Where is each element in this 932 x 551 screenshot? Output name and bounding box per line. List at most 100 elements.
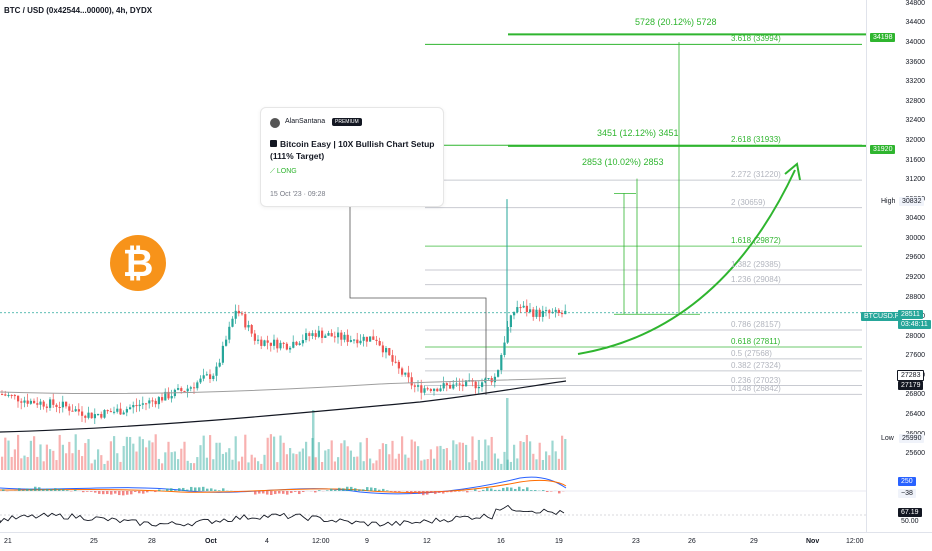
- indicator-histogram-bar: [490, 488, 493, 491]
- indicator-histogram-bar: [346, 487, 349, 491]
- volume-bar: [215, 443, 217, 470]
- volume-bar: [475, 460, 477, 470]
- indicator-histogram-bar: [134, 491, 137, 492]
- candle-body: [151, 400, 153, 401]
- candle-body: [62, 402, 64, 408]
- time-tick-label: 25: [90, 538, 98, 545]
- indicator-histogram-bar: [174, 490, 177, 491]
- volume-bar: [331, 440, 333, 470]
- volume-bar: [49, 449, 51, 470]
- candle-body: [433, 389, 435, 391]
- candle-body: [321, 331, 323, 338]
- volume-bar: [411, 440, 413, 470]
- indicator-histogram-bar: [474, 489, 477, 491]
- volume-bar: [462, 443, 464, 470]
- candle-body: [455, 384, 457, 385]
- volume-bar: [327, 449, 329, 470]
- candle-body: [199, 379, 201, 383]
- volume-bar: [564, 439, 566, 470]
- volume-bar: [315, 457, 317, 470]
- candle-body: [267, 340, 269, 342]
- volume-bar: [161, 463, 163, 470]
- candle-body: [388, 348, 390, 355]
- volume-bar: [372, 463, 374, 470]
- volume-bar: [241, 457, 243, 470]
- candle-body: [545, 310, 547, 311]
- candle-body: [219, 363, 221, 367]
- volume-bar: [539, 443, 541, 470]
- candle-body: [519, 307, 521, 308]
- rsi-base-tag: 50.00: [898, 517, 922, 526]
- volume-bar: [23, 456, 25, 470]
- volume-bar: [388, 454, 390, 470]
- volume-bar: [510, 462, 512, 470]
- volume-bar: [542, 460, 544, 470]
- time-tick-label: 16: [497, 538, 505, 545]
- candle-body: [391, 355, 393, 362]
- volume-bar: [20, 458, 22, 470]
- symbol-title[interactable]: BTC / USD (0x42544...00000), 4h, DYDX: [4, 6, 152, 15]
- indicator-histogram-bar: [234, 491, 237, 492]
- fib-level-label: 1.236 (29084): [731, 275, 781, 284]
- price-tick-label: 32000: [906, 137, 925, 144]
- fib-level-label: 1.618 (29872): [731, 236, 781, 245]
- time-tick-label: 21: [4, 538, 12, 545]
- candle-body: [443, 383, 445, 388]
- author-avatar[interactable]: [270, 118, 280, 128]
- volume-bar: [1, 457, 3, 470]
- indicator-histogram-bar: [530, 490, 533, 491]
- indicator-histogram-bar: [542, 490, 545, 491]
- indicator-histogram-bar: [238, 491, 241, 492]
- volume-bar: [126, 437, 128, 470]
- indicator-histogram-bar: [410, 491, 413, 494]
- indicator-histogram-bar: [342, 488, 345, 491]
- idea-card[interactable]: AlanSantana PREMIUM Bitcoin Easy | 10X B…: [260, 107, 444, 207]
- volume-bar: [551, 441, 553, 470]
- price-tick-label: 28000: [906, 333, 925, 340]
- volume-bar: [139, 437, 141, 470]
- indicator-histogram-bar: [218, 490, 221, 491]
- indicator-histogram-bar: [334, 490, 337, 491]
- indicator-histogram-bar: [82, 491, 85, 492]
- idea-title[interactable]: Bitcoin Easy | 10X Bullish Chart Setup (…: [270, 138, 438, 162]
- volume-bar: [526, 435, 528, 470]
- volume-bar: [273, 437, 275, 470]
- candle-body: [459, 384, 461, 385]
- volume-bar: [7, 441, 9, 470]
- time-tick-label: Oct: [205, 538, 217, 545]
- indicator-histogram-bar: [114, 491, 117, 494]
- time-tick-label: 12:00: [312, 538, 330, 545]
- candle-body: [561, 313, 563, 314]
- indicator-histogram-bar: [34, 487, 37, 491]
- volume-bar: [420, 461, 422, 470]
- volume-bar: [503, 452, 505, 470]
- candle-body: [276, 340, 278, 349]
- candle-body: [209, 374, 211, 379]
- indicator-histogram-bar: [518, 487, 521, 491]
- candle-body: [193, 387, 195, 388]
- candle-body: [558, 310, 560, 313]
- indicator-histogram-bar: [138, 491, 141, 493]
- volume-bar: [238, 461, 240, 470]
- author-name[interactable]: AlanSantana: [285, 118, 325, 125]
- candle-body: [145, 403, 147, 404]
- time-tick-label: 23: [632, 538, 640, 545]
- indicator-histogram-bar: [366, 487, 369, 491]
- candle-body: [420, 385, 422, 393]
- volume-bar: [91, 463, 93, 470]
- volume-bar: [443, 449, 445, 470]
- indicator-histogram-bar: [510, 488, 513, 491]
- candle-body: [196, 382, 198, 388]
- indicator-histogram-bar: [414, 491, 417, 493]
- candle-body: [462, 385, 464, 387]
- indicator-histogram-bar: [418, 491, 421, 494]
- volume-bar: [11, 457, 13, 470]
- candle-body: [327, 333, 329, 336]
- indicator-histogram-bar: [270, 491, 273, 495]
- volume-bar: [52, 451, 54, 470]
- volume-bar: [135, 452, 137, 470]
- candle-body: [334, 336, 336, 337]
- volume-bar: [164, 452, 166, 470]
